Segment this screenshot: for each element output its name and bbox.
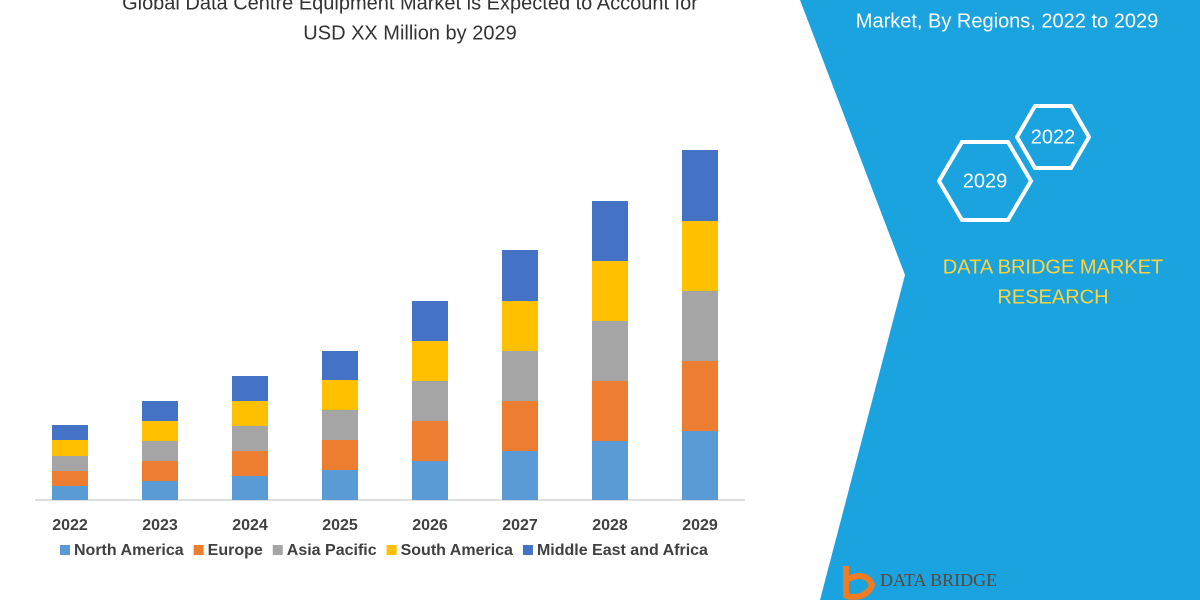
legend-label: North America [74,542,184,559]
bar-segment [412,381,448,421]
bar-segment [52,425,88,440]
bar-segment [52,471,88,486]
bar-segment [412,421,448,461]
bar-segment [502,451,538,500]
bar-segment [322,351,358,380]
legend-swatch [193,545,204,555]
x-tick-label: 2029 [682,517,718,534]
legend-swatch [386,545,397,555]
x-tick-label: 2022 [52,517,88,534]
legend-swatch [60,545,70,555]
bar-segment [412,461,448,500]
legend-label: South America [401,542,513,559]
x-tick-label: 2025 [322,517,358,534]
legend-swatch [272,545,283,555]
bar-segment [502,301,538,351]
bar-segment [322,440,358,470]
bar-segment [412,341,448,381]
hexagon [1014,104,1092,170]
side-panel [800,0,1200,600]
bar-segment [52,456,88,471]
hexagon [936,140,1034,222]
bar-segment [592,441,628,500]
x-tick-label: 2026 [412,517,448,534]
bar-segment [592,261,628,321]
hexagon-label: 2022 [1031,126,1076,148]
x-tick-label: 2023 [142,517,178,534]
bar-segment [592,321,628,381]
bar-segment [232,426,268,451]
chart-title: USD XX Million by 2029 [303,22,516,44]
logo-icon [843,566,876,600]
bar-segment [682,221,718,291]
legend-label: Middle East and Africa [537,542,708,559]
bar-segment [142,401,178,421]
bar-segment [682,150,718,221]
hexagon-label: 2029 [963,170,1008,192]
bar-segment [232,476,268,500]
bar-segment [232,376,268,401]
x-tick-label: 2027 [502,517,538,534]
bar-segment [142,461,178,481]
brand-text: DATA BRIDGE MARKET [943,256,1163,278]
bar-segment [502,401,538,451]
bar-segment [232,451,268,476]
bar-segment [322,410,358,440]
panel-heading: Market, By Regions, 2022 to 2029 [856,10,1158,32]
bar-segment [592,381,628,441]
bar-segment [142,421,178,441]
x-tick-label: 2024 [232,517,268,534]
bar-segment [412,301,448,341]
legend-swatch [522,545,533,555]
bar-segment [682,291,718,361]
bar-segment [52,486,88,500]
bar-segment [682,431,718,500]
bar-segment [682,361,718,431]
logo-text: DATA BRIDGE [880,570,997,590]
bar-segment [592,201,628,261]
bar-segment [502,351,538,401]
legend-label: Asia Pacific [287,542,377,559]
bar-segment [322,380,358,410]
bar-segment [142,481,178,500]
bar-segment [502,250,538,301]
bar-segment [142,441,178,461]
x-tick-label: 2028 [592,517,628,534]
legend-label: Europe [208,542,263,559]
bar-segment [232,401,268,426]
brand-text: RESEARCH [997,286,1108,308]
bar-segment [52,440,88,456]
chart-title: Global Data Centre Equipment Market is E… [122,0,698,14]
bar-segment [322,470,358,500]
